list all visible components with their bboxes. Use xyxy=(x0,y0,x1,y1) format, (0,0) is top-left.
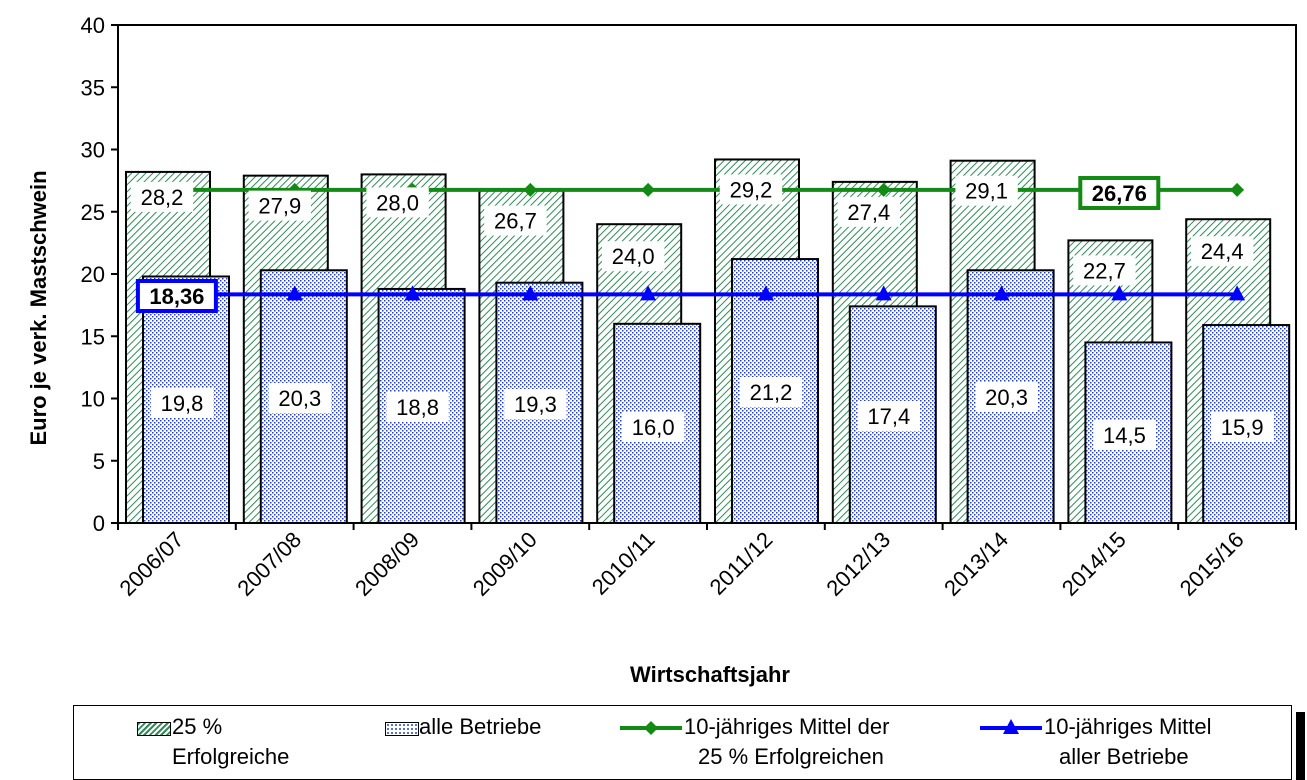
data-label-erfolgreiche: 29,1 xyxy=(965,179,1008,204)
legend-line-mittel-erfolgreiche xyxy=(620,721,682,735)
data-label-erfolgreiche: 24,0 xyxy=(612,244,655,269)
y-tick-label: 30 xyxy=(81,138,105,163)
data-label-erfolgreiche: 28,0 xyxy=(376,190,419,215)
data-label-erfolgreiche-box xyxy=(484,205,547,236)
marker-mittel-erfolgreiche xyxy=(876,182,891,197)
x-tick-label: 2014/15 xyxy=(1057,527,1131,601)
legend-label-mittel-erfolgreiche-1: 10-jähriges Mittel der xyxy=(684,714,890,739)
data-label-erfolgreiche-box xyxy=(719,174,783,205)
data-label-erfolgreiche: 24,4 xyxy=(1201,239,1244,264)
chart: 28,2 27,9 28,0 26,7 24,0 29,2 27,4 29,1 22,7 24,4… xyxy=(26,13,1297,687)
data-label-erfolgreiche-box xyxy=(1191,236,1254,267)
marker-mittel-alle xyxy=(875,285,892,301)
x-tick-label: 2010/11 xyxy=(587,527,660,600)
data-label-alle-betriebe-box xyxy=(622,412,685,442)
data-label-erfolgreiche-box xyxy=(1073,255,1136,286)
data-label-erfolgreiche: 26,7 xyxy=(494,209,537,234)
marker-mittel-alle xyxy=(1229,285,1246,301)
data-label-alle-betriebe: 15,9 xyxy=(1221,415,1264,440)
marker-mittel-erfolgreiche xyxy=(523,182,538,197)
marker-mittel-alle xyxy=(640,285,657,301)
y-tick-label: 15 xyxy=(81,324,105,349)
y-tick-label: 10 xyxy=(81,387,105,412)
data-label-erfolgreiche: 28,2 xyxy=(141,185,184,210)
data-label-erfolgreiche: 29,2 xyxy=(730,177,773,202)
x-tick-label: 2011/12 xyxy=(705,527,778,600)
marker-mittel-alle xyxy=(404,285,421,301)
data-label-alle-betriebe-box xyxy=(386,392,449,422)
data-label-erfolgreiche: 27,4 xyxy=(847,200,890,225)
y-axis-title: Euro je verk. Mastschwein xyxy=(26,170,51,445)
callout-mittel-alle-box xyxy=(135,279,218,313)
x-tick-label: 2009/10 xyxy=(468,527,542,601)
callout-mittel-erfolgreiche-box xyxy=(1078,176,1161,210)
legend-label-mittel-alle-1: 10-jähriges Mittel xyxy=(1044,714,1212,739)
x-tick-label: 2008/09 xyxy=(350,527,424,601)
data-label-alle-betriebe: 18,8 xyxy=(396,395,439,420)
data-label-alle-betriebe-box xyxy=(739,377,803,407)
data-label-alle-betriebe: 16,0 xyxy=(632,415,675,440)
x-tick-label: 2006/07 xyxy=(115,527,189,601)
y-tick-label: 40 xyxy=(81,13,105,38)
data-label-erfolgreiche-box xyxy=(248,190,311,221)
data-label-alle-betriebe: 14,5 xyxy=(1103,423,1146,448)
marker-mittel-alle xyxy=(993,285,1010,301)
x-tick-label: 2012/13 xyxy=(821,527,895,601)
y-tick-label: 5 xyxy=(93,449,105,474)
marker-mittel-alle xyxy=(1111,285,1128,301)
callout-mittel-alle: 18,36 xyxy=(149,284,204,309)
data-label-alle-betriebe: 19,3 xyxy=(514,392,557,417)
x-tick-label: 2007/08 xyxy=(232,527,306,601)
marker-mittel-alle xyxy=(286,285,303,301)
callout-mittel-erfolgreiche: 26,76 xyxy=(1092,181,1147,206)
data-label-alle-betriebe-box xyxy=(504,389,567,419)
data-label-erfolgreiche: 27,9 xyxy=(258,194,301,219)
data-label-alle-betriebe-box xyxy=(268,383,331,413)
data-label-erfolgreiche-box xyxy=(837,196,900,227)
data-label-alle-betriebe-box xyxy=(857,401,920,431)
y-tick-label: 20 xyxy=(81,262,105,287)
data-label-erfolgreiche: 22,7 xyxy=(1083,258,1126,283)
data-label-alle-betriebe-box xyxy=(975,382,1038,412)
x-tick-label: 2015/16 xyxy=(1175,527,1249,601)
legend-label-mittel-alle-2: aller Betriebe xyxy=(1059,744,1189,769)
marker-mittel-erfolgreiche xyxy=(1230,182,1245,197)
data-label-alle-betriebe-box xyxy=(1211,412,1274,442)
marker-mittel-erfolgreiche xyxy=(641,182,656,197)
data-label-alle-betriebe: 19,8 xyxy=(161,391,204,416)
data-label-alle-betriebe: 17,4 xyxy=(867,404,910,429)
data-label-erfolgreiche-box xyxy=(955,175,1018,206)
x-axis-title: Wirtschaftsjahr xyxy=(630,662,790,687)
legend: 25 % Erfolgreiche alle Betriebe 10-jähri… xyxy=(73,705,1292,780)
data-label-alle-betriebe-box xyxy=(150,388,214,418)
data-label-alle-betriebe-box xyxy=(1093,420,1156,450)
legend-label-erfolgreiche-1: 25 % xyxy=(172,714,223,739)
y-tick-label: 25 xyxy=(81,200,105,225)
y-tick-label: 35 xyxy=(81,75,105,100)
x-tick-label: 2013/14 xyxy=(939,527,1013,601)
data-label-alle-betriebe: 20,3 xyxy=(278,386,321,411)
data-label-erfolgreiche-box xyxy=(602,241,665,272)
data-label-erfolgreiche-box xyxy=(366,187,429,218)
legend-label-erfolgreiche-2: Erfolgreiche xyxy=(172,744,290,769)
legend-label-alle-betriebe: alle Betriebe xyxy=(419,714,542,739)
y-tick-label: 0 xyxy=(93,511,105,536)
marker-mittel-alle xyxy=(757,285,774,301)
legend-swatch-erfolgreiche xyxy=(137,722,171,736)
data-label-alle-betriebe: 21,2 xyxy=(750,380,793,405)
edge-marker xyxy=(1296,712,1305,780)
data-label-alle-betriebe: 20,3 xyxy=(985,385,1028,410)
data-label-erfolgreiche-box xyxy=(130,181,194,212)
marker-mittel-alle xyxy=(522,285,539,301)
legend-swatch-alle-betriebe xyxy=(385,722,419,736)
legend-line-mittel-alle xyxy=(980,719,1042,734)
legend-label-mittel-erfolgreiche-2: 25 % Erfolgreichen xyxy=(698,744,884,769)
